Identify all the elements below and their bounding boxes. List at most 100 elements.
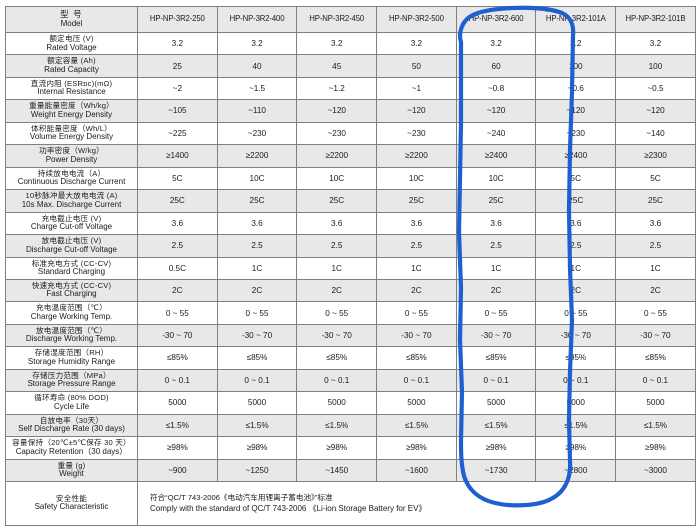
row-label-11: 标准充电方式 (CC-CV) Standard Charging [5,256,138,280]
label-en: Rated Voltage [46,42,97,52]
cell-r13-c6: 0 ~ 55 [535,301,617,325]
cell-r10-c5: 2.5 [455,234,537,258]
cell-r1-c2: 3.2 [216,31,298,56]
cell-r20-c5: ~1730 [455,458,537,483]
row-label-12: 快速充电方式 (CC-CV) Fast Charging [5,278,138,303]
model-header-label: 型 号 Model [5,6,138,33]
cell-r14-c5: -30 ~ 70 [455,323,537,348]
cell-r12-c7: 2C [615,278,696,303]
cell-r14-c7: -30 ~ 70 [615,323,696,348]
cell-r12-c2: 2C [216,278,298,303]
cell-r16-c6: 0 ~ 0.1 [535,368,617,393]
table-row: 放电温度范围（℃） Discharge Working Temp. -30 ~ 70… [5,323,696,348]
cell-r6-c2: ≥2200 [216,144,298,168]
cell-r10-c3: 2.5 [296,234,378,258]
cell-r12-c1: 2C [137,278,218,303]
cell-r8-c3: 25C [296,189,378,213]
cell-r15-c5: ≤85% [455,346,537,370]
cell-r18-c6: ≤1.5% [535,413,617,438]
row-label-9: 充电截止电压 (V) Charge Cut-off Voltage [5,211,138,236]
cell-r14-c6: -30 ~ 70 [535,323,617,348]
table-row: 体积能量密度（Wh/L） Volume Energy Density ~225 ~23… [5,121,696,146]
model-header-3: HP-NP-3R2-450 [296,6,378,33]
cell-r4-c5: ~120 [455,99,537,123]
cell-r1-c3: 3.2 [296,31,378,56]
cell-r3-c1: ~2 [137,76,218,101]
cell-r18-c4: ≤1.5% [376,413,457,438]
cell-r8-c1: 25C [137,189,218,213]
cell-r19-c6: ≥98% [535,436,617,460]
cell-r16-c7: 0 ~ 0.1 [615,368,696,393]
row-label-17: 循环寿命 (80% DOD) Cycle Life [5,391,138,415]
label-cn: 充电温度范围（℃） [35,303,108,313]
cell-r19-c4: ≥98% [376,436,457,460]
row-label-8: 10秒脉冲最大放电电流 (A) 10s Max. Discharge Curren… [5,189,138,213]
cell-r13-c4: 0 ~ 55 [376,301,457,325]
cell-r5-c1: ~225 [137,121,218,146]
model-header-5: HP-NP-3R2-600 [455,6,537,33]
cell-r2-c2: 40 [216,54,298,78]
battery-spec-table: 型 号 Model HP-NP-3R2-250 HP-NP-3R2-400 HP-NP-… [5,6,696,527]
cell-r10-c7: 2.5 [615,234,696,258]
cell-r13-c2: 0 ~ 55 [216,301,298,325]
row-label-13: 充电温度范围（℃） Charge Working Temp. [5,301,138,325]
cell-r1-c6: 3.2 [535,31,617,56]
table-row: 循环寿命 (80% DOD) Cycle Life 5000 5000 5000 5000… [5,391,696,415]
cell-r5-c3: ~230 [296,121,378,146]
safety-note-cn: 符合“QC/T 743-2006《电动汽车用锂离子蓄电池》”标准 [150,492,333,502]
row-label-3: 直流内阻 (ESRᴅᴄ)(mΩ) Internal Resistance [5,76,138,101]
cell-r17-c2: 5000 [216,391,298,415]
cell-r16-c4: 0 ~ 0.1 [376,368,457,393]
cell-r2-c4: 50 [376,54,457,78]
cell-r8-c2: 25C [216,189,298,213]
cell-r5-c4: ~230 [376,121,457,146]
cell-r8-c5: 25C [455,189,537,213]
cell-r17-c6: 5000 [535,391,617,415]
cell-r7-c2: 10C [216,166,298,191]
row-label-4: 重量能量密度（Wh/kg） Weight Energy Density [5,99,138,123]
label-cn: 循环寿命 (80% DOD) [34,393,109,403]
cell-r13-c5: 0 ~ 55 [455,301,537,325]
label-cn: 存储压力范围（MPa） [32,370,111,380]
cell-r9-c6: 3.6 [535,211,617,236]
cell-r9-c3: 3.6 [296,211,378,236]
table-header-row: 型 号 Model HP-NP-3R2-250 HP-NP-3R2-400 HP-NP-… [5,6,696,33]
label-cn: 快速充电方式 (CC-CV) [31,280,112,290]
cell-r1-c7: 3.2 [615,31,696,56]
label-en: Internal Resistance [37,87,106,97]
cell-r6-c5: ≥2400 [455,144,537,168]
cell-r18-c5: ≤1.5% [455,413,537,438]
cell-r15-c2: ≤85% [216,346,298,370]
table-row: 持续放电电流（A） Continuous Discharge Current 5C 1… [5,166,696,191]
cell-r18-c7: ≤1.5% [615,413,696,438]
cell-r19-c3: ≥98% [296,436,378,460]
table-row: 充电温度范围（℃） Charge Working Temp. 0 ~ 55 0 ~ 5… [5,301,696,325]
label-en: Safety Characteristic [34,502,109,512]
cell-r14-c2: -30 ~ 70 [216,323,298,348]
label-cn: 容量保持（20℃±5℃保存 30 天） [12,438,131,448]
cell-r3-c3: ~1.2 [296,76,378,101]
row-label-7: 持续放电电流（A） Continuous Discharge Current [5,166,138,191]
label-en: Storage Humidity Range [27,356,116,366]
cell-r4-c1: ~105 [137,99,218,123]
cell-r15-c3: ≤85% [296,346,378,370]
label-en: Rated Capacity [44,64,99,74]
cell-r16-c3: 0 ~ 0.1 [296,368,378,393]
table-row: 额定容量 (Ah) Rated Capacity 25 40 45 50 60 100 100 [5,54,696,78]
cell-r18-c1: ≤1.5% [137,413,218,438]
cell-r17-c3: 5000 [296,391,378,415]
cell-r9-c2: 3.6 [216,211,298,236]
cell-r2-c3: 45 [296,54,378,78]
cell-r20-c2: ~1250 [216,458,298,483]
cell-r11-c4: 1C [376,256,457,280]
cell-r11-c1: 0.5C [137,256,218,280]
cell-r2-c7: 100 [615,54,696,78]
cell-r3-c6: ~0.6 [535,76,617,101]
table-row: 存储湿度范围（RH） Storage Humidity Range ≤85% ≤85%… [5,346,696,370]
cell-r12-c4: 2C [376,278,457,303]
cell-r7-c3: 10C [296,166,378,191]
cell-r17-c7: 5000 [615,391,696,415]
row-label-19: 容量保持（20℃±5℃保存 30 天） Capacity Retention（30… [5,436,138,460]
cell-r6-c1: ≥1400 [137,144,218,168]
